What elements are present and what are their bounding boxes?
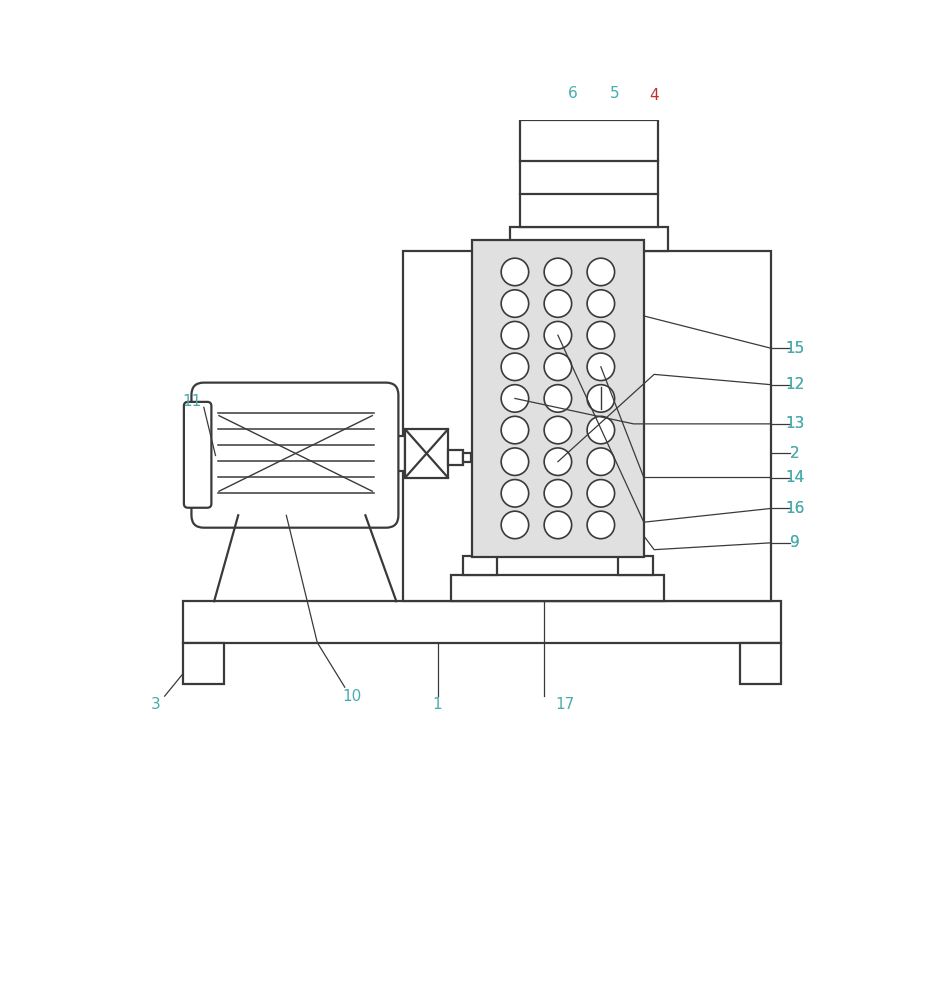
Bar bbox=[406, 429, 448, 478]
Bar bbox=[472, 240, 644, 557]
Circle shape bbox=[502, 258, 529, 286]
Bar bbox=[510, 227, 668, 251]
Text: 14: 14 bbox=[786, 470, 805, 485]
Text: 12: 12 bbox=[786, 377, 805, 392]
Text: 9: 9 bbox=[790, 535, 800, 550]
Bar bbox=[183, 643, 225, 684]
Text: 15: 15 bbox=[786, 341, 805, 356]
Text: 5: 5 bbox=[610, 86, 619, 101]
Circle shape bbox=[587, 511, 614, 539]
Circle shape bbox=[502, 353, 529, 381]
Text: 2: 2 bbox=[790, 446, 800, 461]
Circle shape bbox=[544, 416, 571, 444]
Text: 15: 15 bbox=[786, 341, 805, 356]
Text: 9: 9 bbox=[790, 535, 800, 550]
Circle shape bbox=[544, 385, 571, 412]
Circle shape bbox=[544, 480, 571, 507]
FancyBboxPatch shape bbox=[191, 383, 398, 528]
Bar bbox=[452, 575, 664, 601]
Text: 6: 6 bbox=[568, 86, 578, 101]
Text: 14: 14 bbox=[786, 470, 805, 485]
Circle shape bbox=[587, 385, 614, 412]
Bar bbox=[618, 556, 653, 575]
Text: 16: 16 bbox=[786, 501, 805, 516]
Text: 2: 2 bbox=[790, 446, 800, 461]
Bar bbox=[448, 450, 463, 465]
Bar bbox=[740, 643, 781, 684]
Circle shape bbox=[587, 353, 614, 381]
Bar bbox=[386, 436, 406, 471]
Text: 1: 1 bbox=[433, 697, 442, 712]
Bar bbox=[403, 251, 771, 601]
Text: 11: 11 bbox=[183, 394, 201, 409]
Circle shape bbox=[544, 353, 571, 381]
Circle shape bbox=[502, 448, 529, 475]
Circle shape bbox=[502, 480, 529, 507]
Circle shape bbox=[544, 258, 571, 286]
Circle shape bbox=[587, 416, 614, 444]
FancyBboxPatch shape bbox=[183, 402, 212, 508]
Bar bbox=[463, 556, 498, 575]
Circle shape bbox=[502, 416, 529, 444]
Text: 10: 10 bbox=[342, 689, 361, 704]
Text: 12: 12 bbox=[786, 377, 805, 392]
Text: 13: 13 bbox=[786, 416, 805, 431]
Bar bbox=[520, 120, 658, 227]
Circle shape bbox=[544, 448, 571, 475]
Circle shape bbox=[587, 480, 614, 507]
Circle shape bbox=[587, 258, 614, 286]
Circle shape bbox=[587, 448, 614, 475]
Circle shape bbox=[502, 321, 529, 349]
Circle shape bbox=[544, 321, 571, 349]
Text: 4: 4 bbox=[649, 88, 659, 103]
Circle shape bbox=[587, 321, 614, 349]
Text: 17: 17 bbox=[555, 697, 574, 712]
Circle shape bbox=[544, 511, 571, 539]
Text: 13: 13 bbox=[786, 416, 805, 431]
Circle shape bbox=[502, 385, 529, 412]
Circle shape bbox=[544, 290, 571, 317]
Bar bbox=[463, 453, 471, 462]
Text: 16: 16 bbox=[786, 501, 805, 516]
Bar bbox=[183, 601, 781, 643]
Circle shape bbox=[502, 290, 529, 317]
Circle shape bbox=[587, 290, 614, 317]
Circle shape bbox=[502, 511, 529, 539]
Text: 3: 3 bbox=[151, 697, 161, 712]
